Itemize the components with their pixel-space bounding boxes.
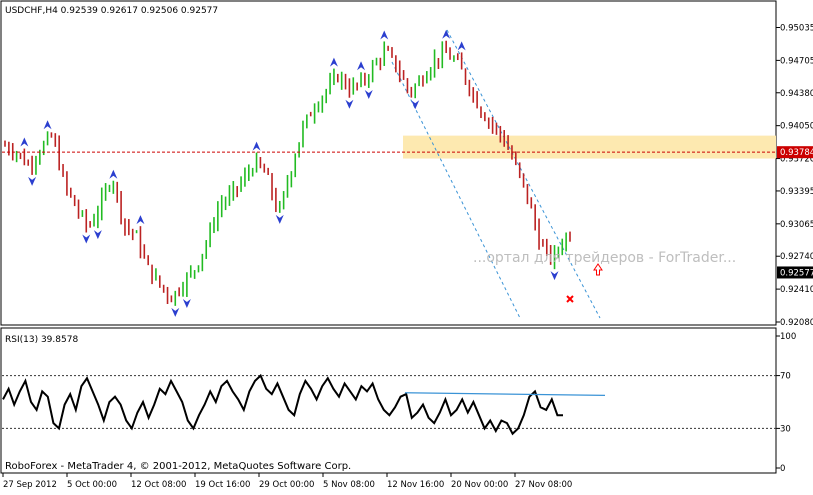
fractal-down-icon <box>411 100 420 110</box>
price-axis-label: 0.93395 <box>780 187 813 197</box>
resistance-price-tag <box>777 146 813 159</box>
fractal-down-icon <box>82 234 91 244</box>
rsi-pane-frame <box>0 327 777 474</box>
rsi-axis-label: 30 <box>780 424 791 434</box>
fractal-up-icon <box>380 30 389 40</box>
time-axis-label: 20 Nov 00:00 <box>451 480 508 490</box>
price-axis-label: 0.93720 <box>780 155 813 165</box>
chart-title: USDCHF,H4 0.92539 0.92617 0.92506 0.9257… <box>5 6 218 16</box>
price-axis-label: 0.94705 <box>780 56 813 66</box>
price-axis-label: 0.92080 <box>780 318 813 328</box>
time-axis-label: 5 Nov 08:00 <box>323 480 375 490</box>
current-price-label: 0.92577 <box>780 268 813 278</box>
resistance-price-label: 0.93784 <box>780 148 813 158</box>
fractal-down-icon <box>93 230 102 240</box>
time-axis-label: 27 Sep 2012 <box>3 480 57 490</box>
fractal-down-icon <box>182 298 191 308</box>
rsi-axis-label: 100 <box>780 332 796 342</box>
time-axis-label: 19 Oct 16:00 <box>195 480 250 490</box>
fractal-up-icon <box>109 169 118 179</box>
time-axis-label: 27 Nov 08:00 <box>515 480 572 490</box>
price-pane-frame <box>0 0 777 326</box>
fractal-down-icon <box>550 271 559 281</box>
fractal-up-icon <box>136 215 145 225</box>
fractal-up-icon <box>43 120 52 130</box>
fractal-down-icon <box>364 89 373 99</box>
rsi-axis-label: 70 <box>780 372 791 382</box>
price-axis-label: 0.92740 <box>780 252 813 262</box>
price-axis-label: 0.94380 <box>780 89 813 99</box>
price-axis-label: 0.95035 <box>780 23 813 33</box>
price-axis-label: 0.92410 <box>780 285 813 295</box>
time-axis-label: 12 Nov 16:00 <box>387 480 444 490</box>
rsi-line <box>2 373 563 436</box>
fractal-up-icon <box>20 137 29 147</box>
fractal-up-icon <box>442 29 451 39</box>
rsi-label: RSI(13) 39.8578 <box>5 335 78 345</box>
fractal-up-icon <box>457 41 466 51</box>
price-axis-label: 0.93065 <box>780 220 813 230</box>
footer-copyright: RoboForex - MetaTrader 4, © 2001-2012, M… <box>5 461 351 472</box>
price-axis-label: 0.94050 <box>780 122 813 132</box>
fractal-down-icon <box>28 176 37 186</box>
fractal-down-icon <box>345 99 354 109</box>
fractal-up-icon <box>329 57 338 67</box>
watermark-text: ...ортал для трейдеров - ForTrader... <box>473 250 736 266</box>
fractal-up-icon <box>252 141 261 151</box>
fractal-down-icon <box>171 307 180 317</box>
time-axis-label: 29 Oct 00:00 <box>259 480 314 490</box>
current-price-tag <box>777 266 813 279</box>
time-axis-label: 12 Oct 08:00 <box>131 480 186 490</box>
fractal-down-icon <box>275 214 284 224</box>
rsi-axis-label: 0 <box>780 464 785 474</box>
fractal-up-icon <box>357 61 366 71</box>
time-axis-label: 5 Oct 00:00 <box>67 480 117 490</box>
resistance-zone <box>403 135 776 159</box>
target-cross-icon <box>566 295 574 303</box>
rsi-trend-line <box>404 392 606 396</box>
signal-up-arrow-icon <box>593 263 603 276</box>
